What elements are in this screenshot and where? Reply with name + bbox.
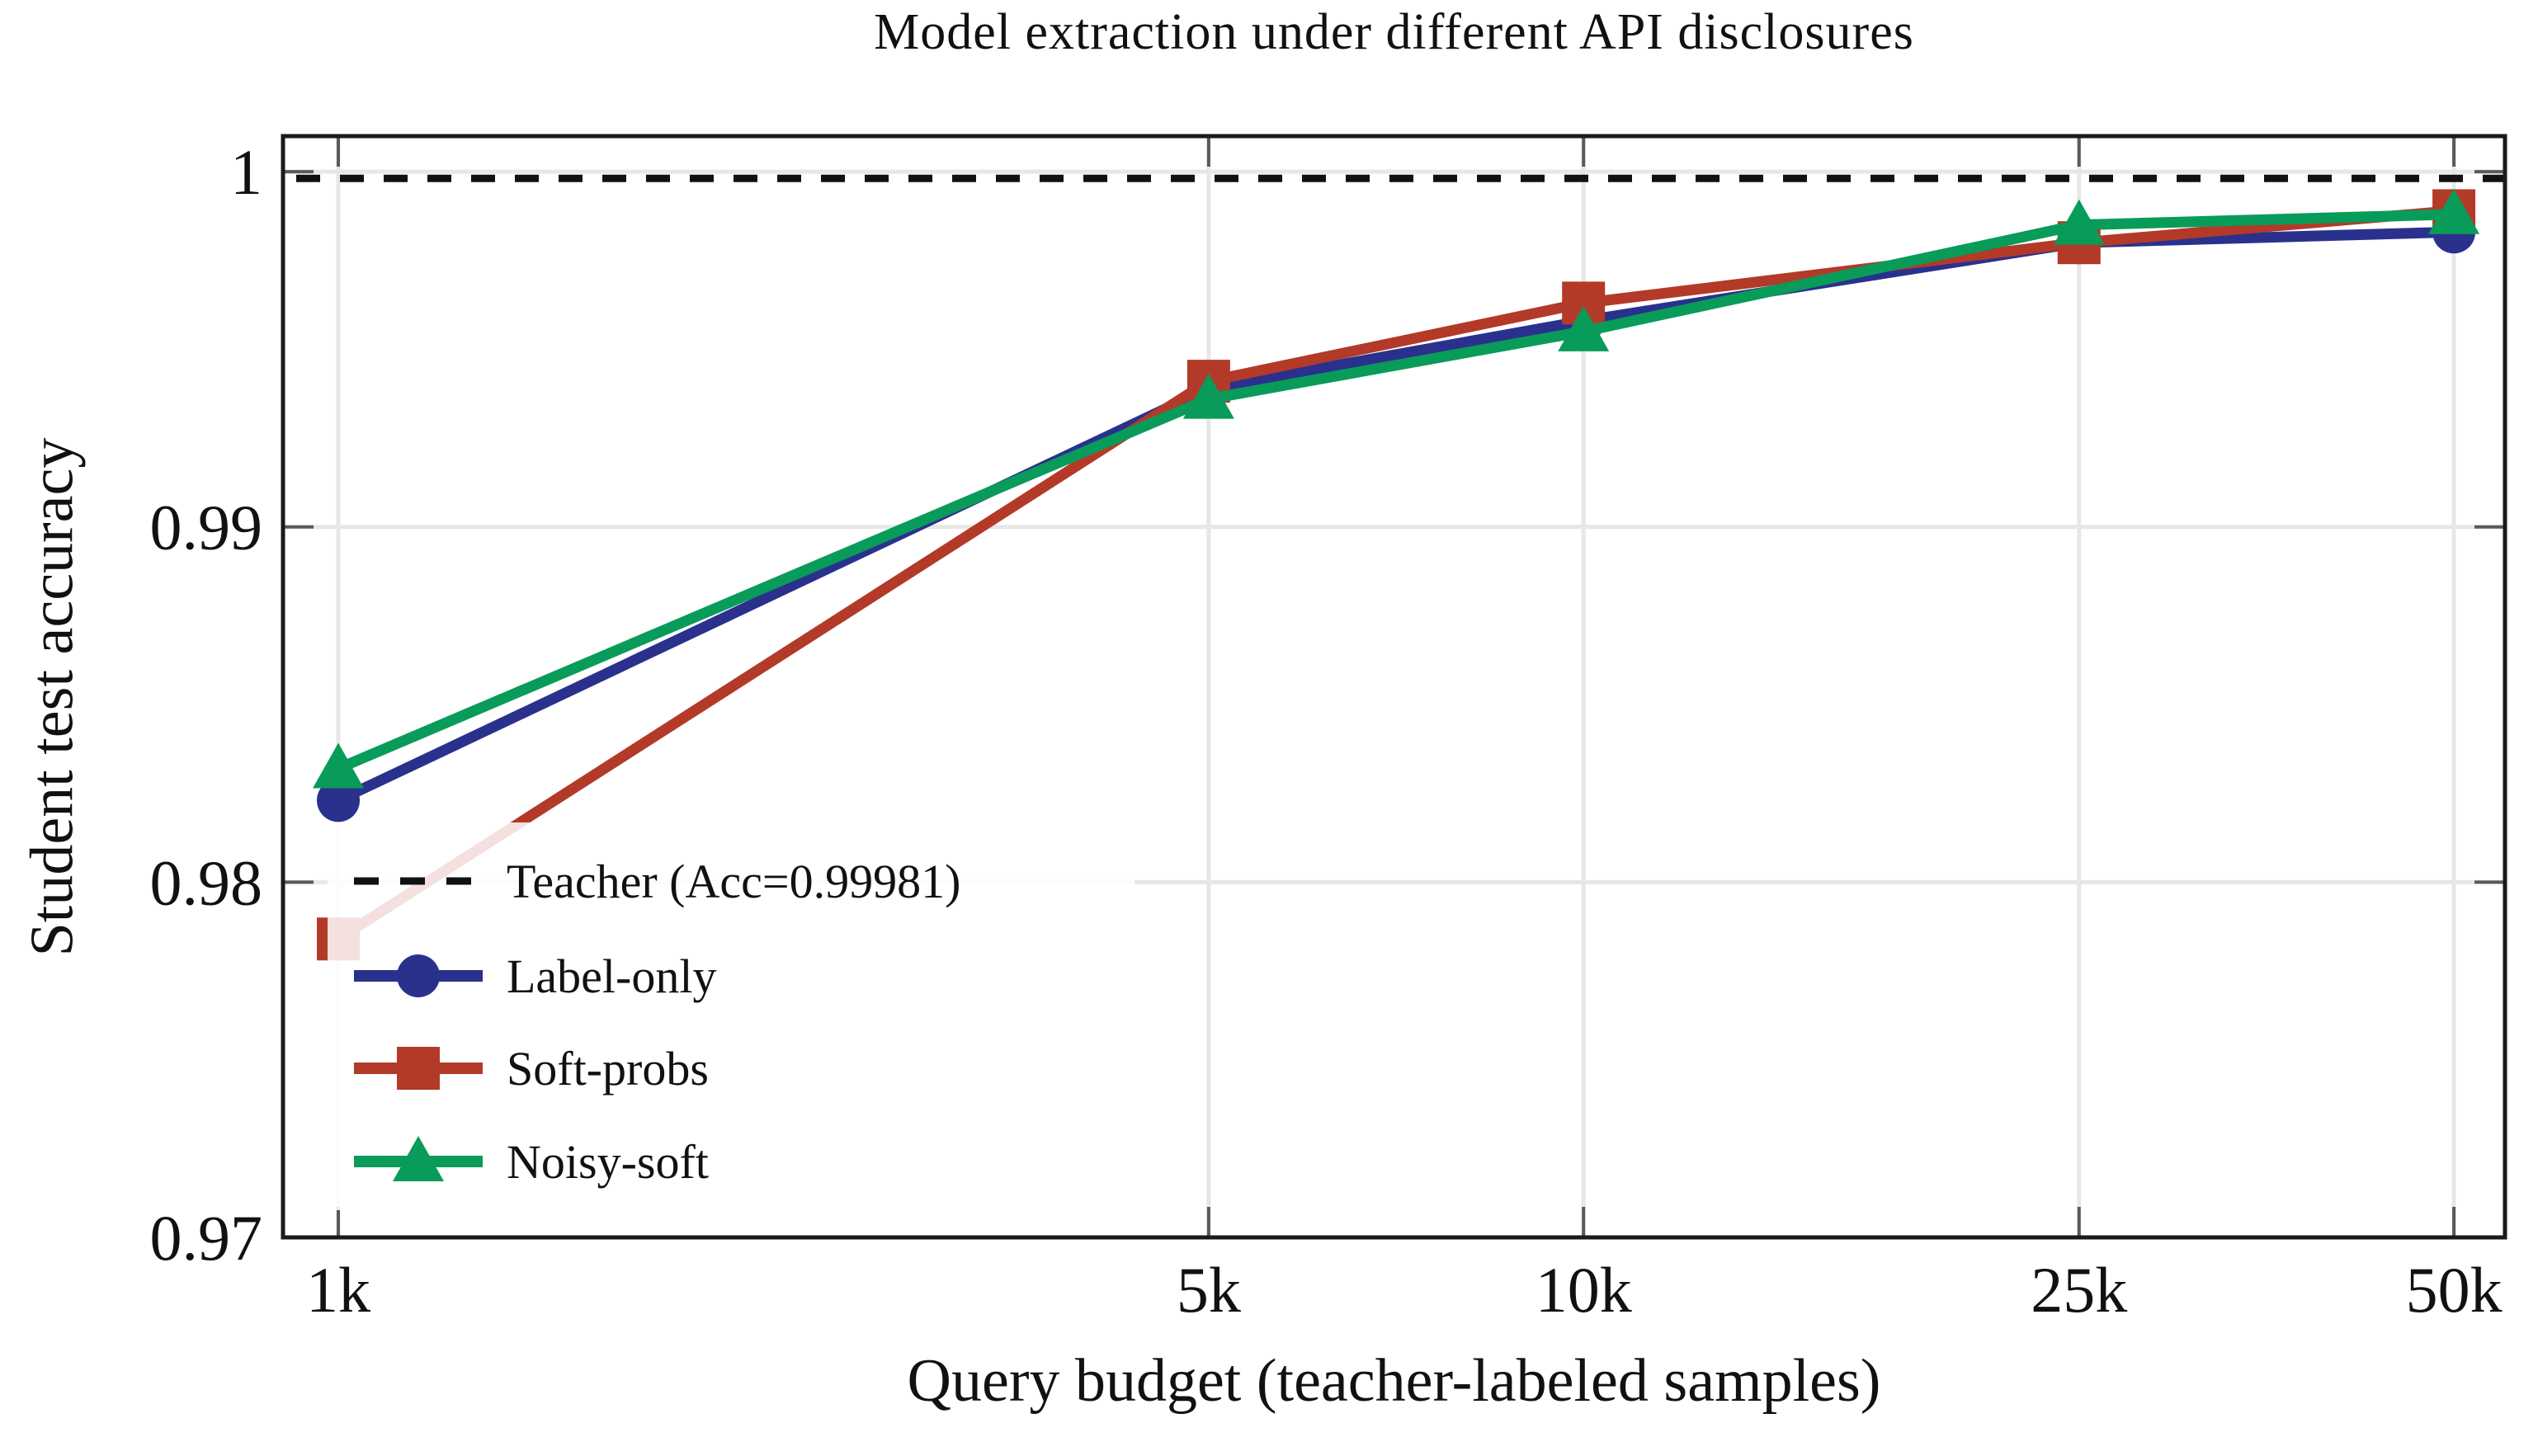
- series-line-label-only: [336, 226, 2455, 806]
- legend-entry-label: Soft-probs: [507, 1042, 709, 1096]
- y-tick-label: 0.97: [150, 1202, 263, 1274]
- legend-box: [328, 822, 1135, 1210]
- legend-entry-label: Noisy-soft: [507, 1135, 709, 1189]
- y-tick-label: 0.98: [150, 846, 263, 918]
- legend-entry-label: Teacher (Acc=0.99981): [507, 855, 960, 908]
- series-marker-noisy-soft: [1182, 373, 1234, 419]
- x-tick-label: 25k: [2031, 1254, 2127, 1326]
- series-marker-noisy-soft: [2428, 188, 2480, 234]
- chart-title: Model extraction under different API dis…: [874, 4, 1914, 60]
- series-marker-noisy-soft: [2053, 199, 2105, 245]
- series-line-noisy-soft: [336, 209, 2455, 774]
- legend-sample-marker-triangle: [393, 1136, 444, 1181]
- y-tick-label: 0.99: [150, 492, 263, 563]
- series-marker-label-only: [317, 779, 361, 822]
- legend-sample-marker-square: [397, 1047, 440, 1090]
- y-axis-label: Student test accuracy: [18, 437, 87, 957]
- series-marker-noisy-soft: [1558, 305, 1610, 351]
- legend-entry-label: Label-only: [507, 949, 716, 1003]
- legend-sample-marker-circle: [397, 954, 440, 997]
- y-tick-label: 1: [230, 136, 262, 208]
- x-tick-label: 5k: [1177, 1254, 1241, 1326]
- x-tick-label: 10k: [1536, 1254, 1632, 1326]
- x-tick-label: 1k: [306, 1254, 370, 1326]
- plot-frame: [281, 134, 2507, 1240]
- series-marker-noisy-soft: [313, 742, 365, 789]
- x-axis-label: Query budget (teacher-labeled samples): [907, 1347, 1881, 1415]
- x-tick-label: 50k: [2406, 1254, 2503, 1326]
